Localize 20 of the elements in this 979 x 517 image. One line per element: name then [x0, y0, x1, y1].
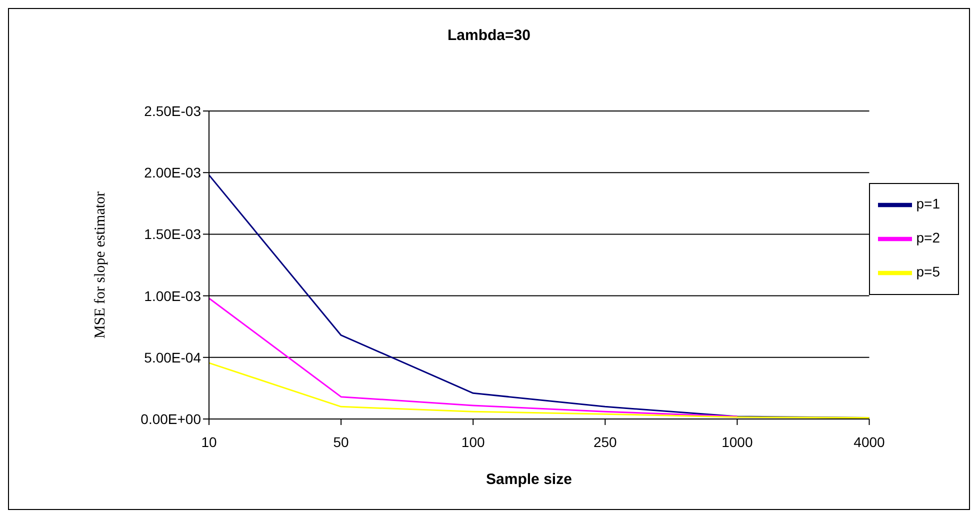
line-series: [208, 362, 870, 419]
x-tick-label: 1000: [722, 434, 753, 450]
y-tick-label: 5.00E-04: [144, 349, 202, 366]
y-tick-label: 2.00E-03: [144, 164, 202, 181]
y-tick-label: 1.00E-03: [144, 288, 202, 304]
x-tick-label: 4000: [854, 434, 886, 450]
chart-title: Lambda=30: [446, 27, 532, 44]
x-axis-title: Sample size: [485, 471, 573, 488]
y-tick-label: 1.50E-03: [144, 226, 202, 242]
legend-label: p=5: [916, 264, 940, 280]
x-tick-label: 10: [201, 434, 217, 450]
y-axis-title: MSE for slope estimator: [92, 191, 108, 339]
legend-label: p=2: [916, 230, 940, 246]
legend-label: p=1: [916, 196, 940, 212]
y-tick-label: 2.50E-03: [144, 102, 202, 119]
x-tick-label: 100: [461, 434, 485, 450]
x-tick-label: 250: [593, 434, 618, 450]
x-tick-label: 50: [333, 434, 350, 450]
line-series: [208, 298, 738, 418]
y-tick-label: 0.00E+00: [140, 410, 202, 427]
